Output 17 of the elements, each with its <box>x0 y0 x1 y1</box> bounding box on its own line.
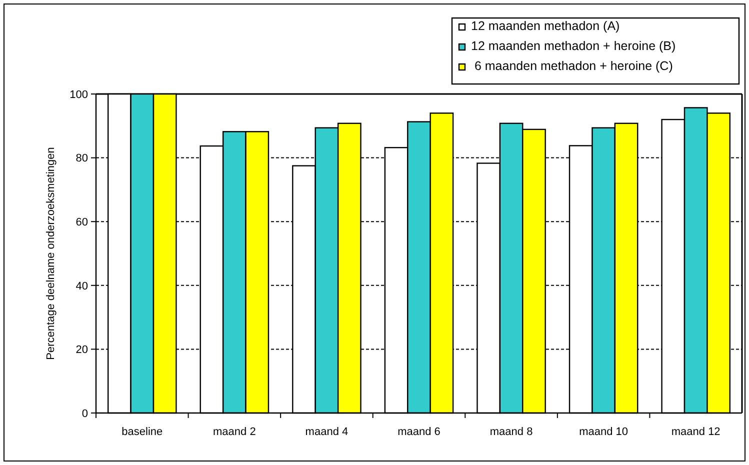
x-tick-label: maand 2 <box>213 426 256 438</box>
y-tick-label: 20 <box>76 344 88 356</box>
y-tick-label: 100 <box>70 88 88 101</box>
x-tick-label: maand 8 <box>490 426 533 438</box>
y-axis-title: Percentage deelname onderzoeksmetingen <box>45 147 57 360</box>
legend-label: 6 maanden methadon + heroine (C) <box>471 59 673 73</box>
legend-label: 12 maanden methadon (A) <box>471 19 620 33</box>
y-tick-label: 60 <box>76 216 88 228</box>
y-tick-label: 40 <box>76 280 88 292</box>
x-tick-label: maand 6 <box>398 426 440 438</box>
legend-label: 12 maanden methadon + heroine (B) <box>471 39 676 53</box>
x-tick-label: maand 4 <box>305 426 348 438</box>
x-tick-label: maand 12 <box>671 426 720 438</box>
x-tick-label: maand 10 <box>579 426 628 438</box>
y-tick-label: 80 <box>76 152 88 165</box>
x-tick-label: baseline <box>122 426 163 438</box>
y-tick-label: 0 <box>82 408 88 420</box>
